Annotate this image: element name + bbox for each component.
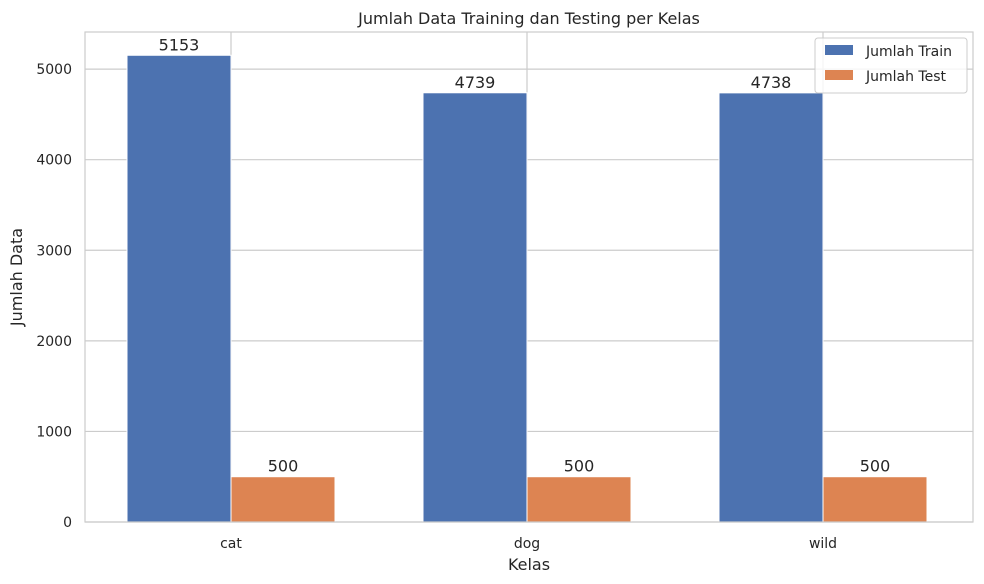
data-label: 5153 xyxy=(159,35,200,54)
bar-train-wild xyxy=(718,92,824,523)
x-tick-label: wild xyxy=(809,536,837,552)
bars xyxy=(126,54,928,523)
data-label: 500 xyxy=(564,457,595,476)
y-tick-label: 3000 xyxy=(36,243,72,259)
bar-test-wild xyxy=(822,476,928,523)
x-axis-label: Kelas xyxy=(508,555,550,574)
data-label: 500 xyxy=(860,457,891,476)
bar-test-cat xyxy=(230,476,336,523)
x-tick-label: cat xyxy=(220,536,242,552)
legend-label-test: Jumlah Test xyxy=(865,69,947,85)
y-tick-label: 5000 xyxy=(36,62,72,78)
bar-test-dog xyxy=(526,476,632,523)
y-axis-ticks: 0 1000 2000 3000 4000 5000 xyxy=(36,62,72,531)
legend-swatch-test xyxy=(825,70,853,80)
bar-train-cat xyxy=(126,54,232,523)
legend-label-train: Jumlah Train xyxy=(865,44,952,60)
y-axis-label: Jumlah Data xyxy=(7,228,26,327)
data-label: 4739 xyxy=(455,73,496,92)
data-label: 4738 xyxy=(751,73,792,92)
legend: Jumlah Train Jumlah Test xyxy=(814,37,968,94)
chart-title: Jumlah Data Training dan Testing per Kel… xyxy=(357,9,700,28)
bar-train-dog xyxy=(422,92,528,523)
x-tick-label: dog xyxy=(514,536,540,552)
data-labels: 5153 4739 4738 500 500 500 xyxy=(159,35,891,475)
y-tick-label: 2000 xyxy=(36,334,72,350)
y-tick-label: 1000 xyxy=(36,424,72,440)
y-tick-label: 4000 xyxy=(36,153,72,169)
data-label: 500 xyxy=(268,457,299,476)
plot-area xyxy=(85,32,973,522)
x-axis-ticks: cat dog wild xyxy=(220,536,837,552)
y-tick-label: 0 xyxy=(63,515,72,531)
plot-frame xyxy=(84,31,974,523)
legend-swatch-train xyxy=(825,45,853,55)
